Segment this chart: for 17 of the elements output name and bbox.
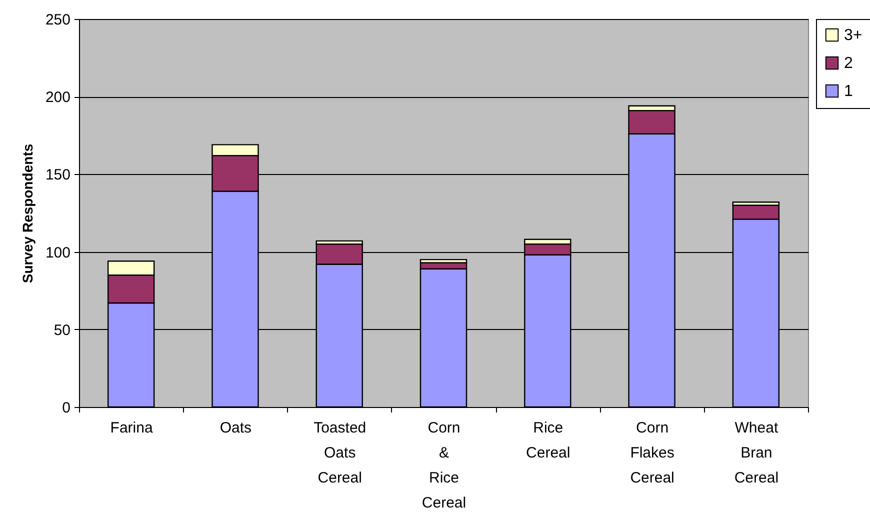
y-tick-label: 100	[45, 244, 70, 262]
y-tick-label: 0	[62, 400, 70, 416]
x-tick-label: Wheat Bran Cereal	[734, 420, 779, 486]
y-tick-label: 50	[54, 322, 70, 339]
y-tick-label: 150	[45, 166, 70, 184]
x-tick-label: Farina	[110, 420, 154, 436]
x-tick-label: Oats	[220, 420, 252, 436]
legend-label: 1	[844, 83, 853, 100]
x-tick-label: Toasted Oats Cereal	[314, 420, 366, 486]
legend-label: 3+	[844, 27, 862, 44]
y-tick-label: 200	[45, 89, 70, 106]
legend-label: 2	[844, 55, 853, 72]
y-tick-label: 250	[45, 12, 70, 28]
x-tick-label: Corn & Rice Cereal	[422, 420, 466, 512]
x-tick-label: Corn Flakes Cereal	[630, 420, 674, 486]
x-tick-label: Rice Cereal	[526, 420, 570, 462]
y-axis-title: Survey Respondents	[19, 144, 36, 284]
